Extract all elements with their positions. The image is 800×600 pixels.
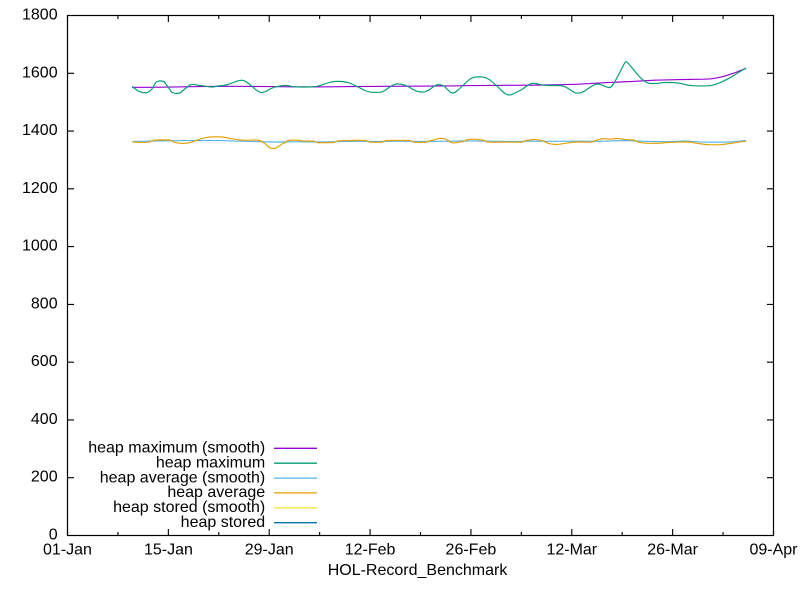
svg-text:12-Feb: 12-Feb	[345, 542, 396, 559]
svg-text:heap average: heap average	[167, 484, 265, 501]
svg-text:heap stored: heap stored	[181, 514, 266, 531]
svg-text:29-Jan: 29-Jan	[245, 542, 294, 559]
svg-text:1200: 1200	[22, 180, 58, 197]
svg-text:1800: 1800	[22, 7, 58, 24]
svg-text:1600: 1600	[22, 64, 58, 81]
svg-text:26-Feb: 26-Feb	[446, 542, 497, 559]
svg-text:01-Jan: 01-Jan	[43, 542, 92, 559]
svg-text:heap maximum (smooth): heap maximum (smooth)	[88, 440, 265, 457]
svg-text:0: 0	[49, 527, 58, 544]
svg-text:200: 200	[31, 469, 58, 486]
svg-text:26-Mar: 26-Mar	[647, 542, 698, 559]
svg-text:800: 800	[31, 295, 58, 312]
svg-text:12-Mar: 12-Mar	[546, 542, 597, 559]
svg-text:heap average (smooth): heap average (smooth)	[100, 469, 265, 486]
svg-text:1400: 1400	[22, 122, 58, 139]
svg-text:15-Jan: 15-Jan	[144, 542, 193, 559]
svg-text:600: 600	[31, 353, 58, 370]
svg-text:1000: 1000	[22, 238, 58, 255]
svg-text:HOL-Record_Benchmark: HOL-Record_Benchmark	[328, 562, 509, 579]
svg-text:heap stored (smooth): heap stored (smooth)	[113, 499, 265, 516]
svg-text:400: 400	[31, 411, 58, 428]
svg-text:heap maximum: heap maximum	[156, 454, 265, 471]
svg-text:09-Apr: 09-Apr	[749, 542, 798, 559]
